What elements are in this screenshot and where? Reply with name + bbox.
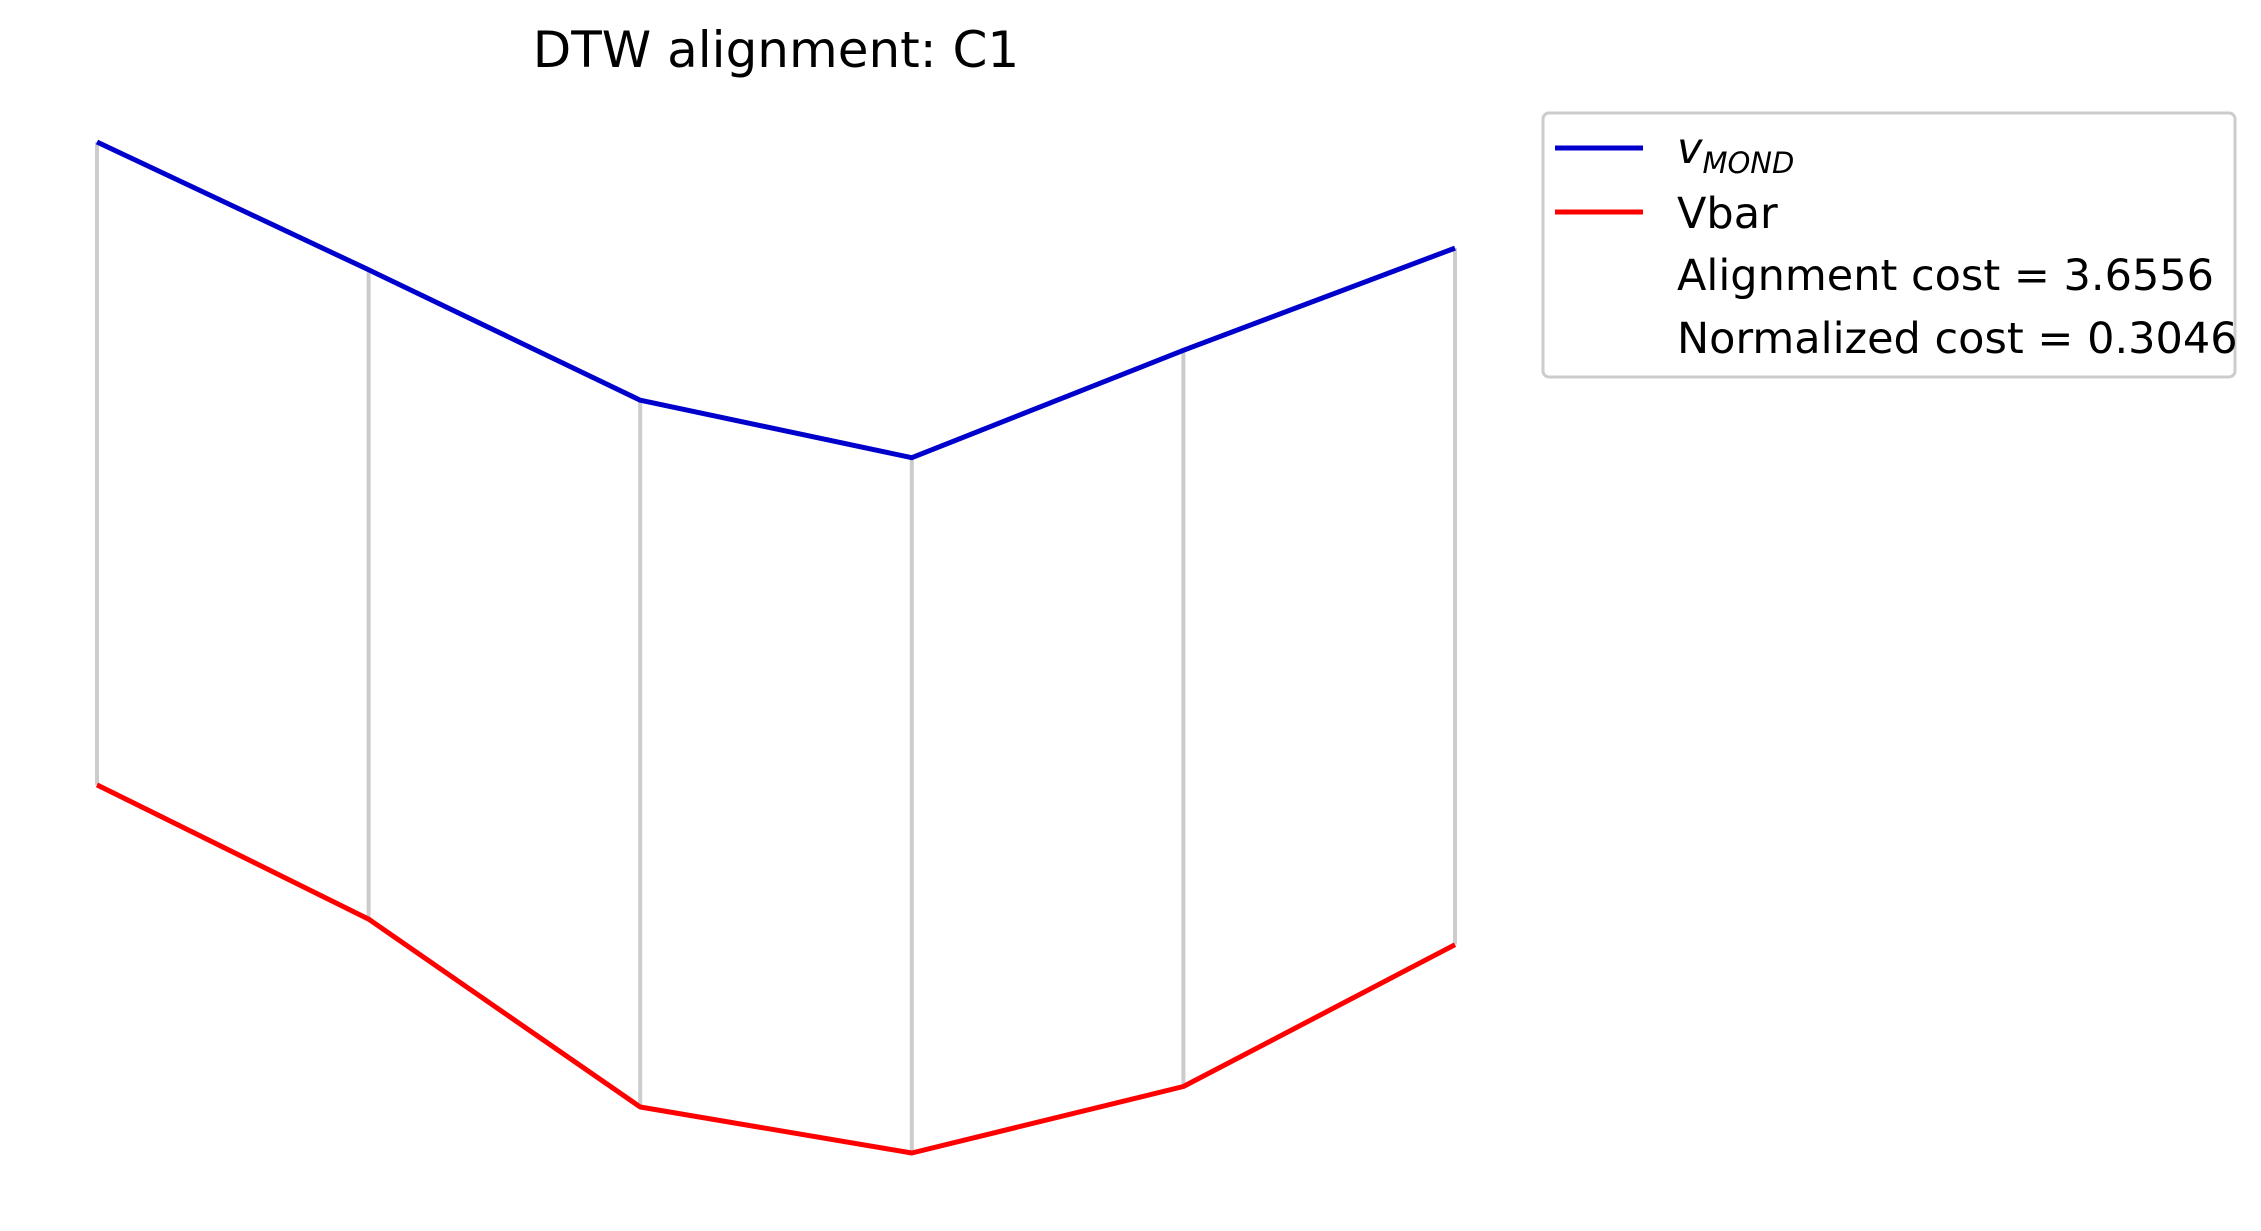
legend-label-vmond-sub: MOND [1702,146,1794,180]
legend-label-vmond: vMOND [1677,124,1794,180]
legend-normalized-cost: Normalized cost = 0.3046 [1677,314,2238,364]
series-lines [95,139,1457,1156]
legend-label-vbar: Vbar [1677,189,1778,239]
legend-frame [1541,111,2237,379]
chart-title: DTW alignment: C1 [533,21,1019,79]
legend-label-vmond-main: v [1677,124,1703,174]
alignment-lines [95,142,1457,1153]
legend-alignment-cost: Alignment cost = 3.6556 [1677,251,2214,301]
series-line-vmond [95,139,1456,461]
legend: vMOND Vbar Alignment cost = 3.6556 Norma… [1541,111,2238,379]
series-line-vbar [95,782,1457,1156]
